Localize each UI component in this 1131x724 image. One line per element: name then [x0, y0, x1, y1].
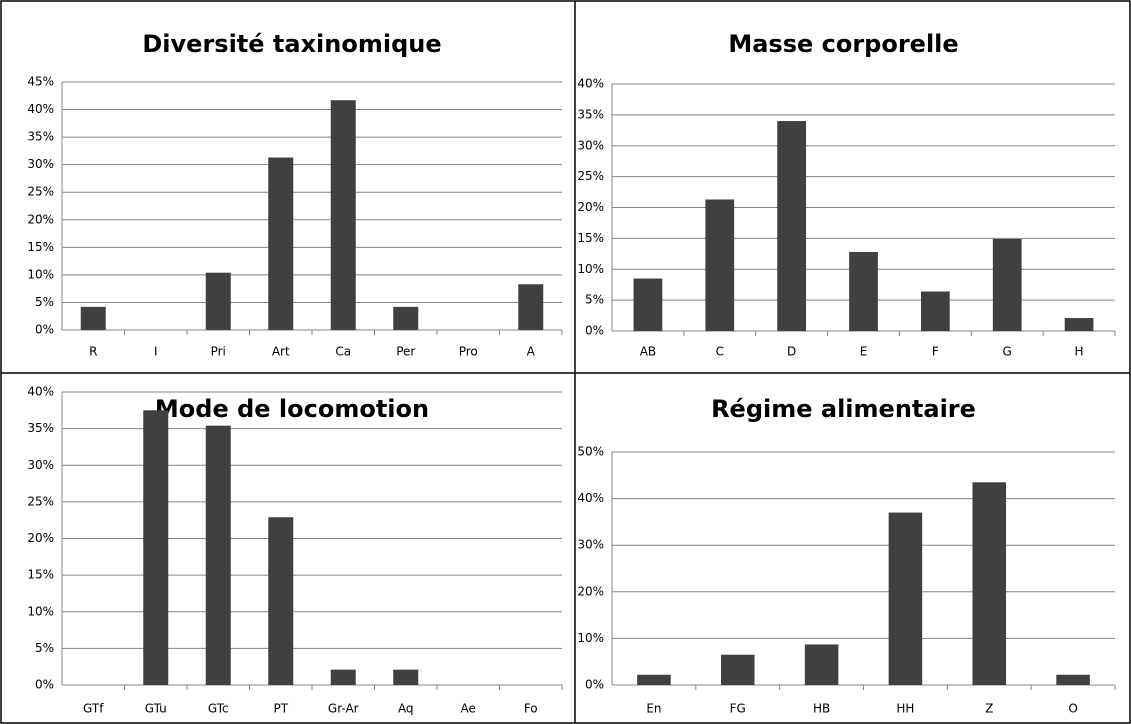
y-tick-label: 40% [577, 77, 604, 91]
x-tick-label: Art [272, 345, 290, 359]
chart-title: Diversité taxinomique [142, 30, 441, 58]
bar [804, 644, 839, 685]
x-tick-label: A [527, 345, 536, 359]
y-tick-label: 0% [585, 678, 604, 692]
bar [330, 669, 356, 685]
bar [80, 306, 106, 330]
y-tick-label: 10% [577, 631, 604, 645]
y-tick-label: 45% [27, 75, 54, 89]
y-tick-label: 10% [27, 267, 54, 281]
x-tick-label: Pri [211, 345, 226, 359]
y-tick-label: 15% [577, 231, 604, 245]
x-tick-label: E [860, 345, 868, 359]
y-tick-label: 35% [27, 130, 54, 144]
x-tick-label: G [1003, 345, 1012, 359]
bar [633, 278, 663, 331]
chart-title: Régime alimentaire [711, 395, 976, 423]
y-tick-label: 50% [577, 445, 604, 459]
bar [268, 157, 294, 330]
y-tick-label: 15% [27, 568, 54, 582]
y-tick-label: 20% [27, 212, 54, 226]
y-tick-label: 40% [27, 385, 54, 399]
y-tick-label: 20% [27, 531, 54, 545]
x-tick-label: AB [640, 345, 656, 359]
x-tick-label: HH [896, 702, 914, 716]
x-tick-label: C [716, 345, 724, 359]
x-tick-label: Ae [461, 702, 476, 716]
bar [205, 425, 231, 685]
y-tick-label: 30% [577, 538, 604, 552]
x-tick-label: I [154, 345, 158, 359]
bar [205, 272, 231, 330]
x-tick-label: GTu [145, 702, 167, 716]
bar [1064, 318, 1094, 331]
y-tick-label: 25% [577, 169, 604, 183]
bar [992, 238, 1022, 331]
x-tick-label: O [1068, 702, 1077, 716]
x-tick-label: Per [396, 345, 415, 359]
x-tick-label: R [89, 345, 97, 359]
bar [393, 669, 419, 685]
bar [888, 512, 923, 685]
y-tick-label: 35% [27, 421, 54, 435]
bar [393, 306, 419, 330]
x-tick-label: Z [985, 702, 993, 716]
y-tick-label: 15% [27, 240, 54, 254]
bar [143, 410, 169, 685]
bar [705, 199, 735, 331]
x-tick-label: Aq [398, 702, 414, 716]
x-tick-label: D [787, 345, 796, 359]
y-tick-label: 25% [27, 185, 54, 199]
x-tick-label: Pro [459, 345, 478, 359]
x-tick-label: GTc [208, 702, 229, 716]
y-tick-label: 5% [585, 293, 604, 307]
y-tick-label: 25% [27, 494, 54, 508]
bar [920, 291, 950, 331]
bar [637, 674, 671, 685]
y-tick-label: 5% [35, 295, 54, 309]
x-tick-label: Gr-Ar [328, 702, 359, 716]
y-tick-label: 40% [27, 102, 54, 116]
y-tick-label: 10% [27, 604, 54, 618]
x-tick-label: F [932, 345, 939, 359]
y-tick-label: 0% [585, 324, 604, 338]
bar [1056, 674, 1090, 685]
y-tick-label: 10% [577, 262, 604, 276]
x-tick-label: GTf [83, 702, 104, 716]
y-tick-label: 30% [577, 138, 604, 152]
y-tick-label: 0% [35, 678, 54, 692]
bar [330, 100, 356, 330]
chart-title: Mode de locomotion [155, 395, 429, 423]
bar [268, 517, 294, 685]
bar [849, 251, 878, 331]
y-tick-label: 30% [27, 458, 54, 472]
x-tick-label: HB [813, 702, 830, 716]
bar [777, 121, 807, 331]
x-tick-label: Ca [335, 345, 351, 359]
y-tick-label: 0% [35, 323, 54, 337]
x-tick-label: PT [273, 702, 288, 716]
bar [720, 654, 755, 685]
y-tick-label: 20% [577, 584, 604, 598]
y-tick-label: 20% [577, 200, 604, 214]
y-tick-label: 5% [35, 641, 54, 655]
x-tick-label: Fo [524, 702, 538, 716]
x-tick-label: H [1075, 345, 1084, 359]
y-tick-label: 30% [27, 157, 54, 171]
y-tick-label: 40% [577, 491, 604, 505]
x-tick-label: FG [730, 702, 746, 716]
chart-title: Masse corporelle [728, 30, 958, 58]
y-tick-label: 35% [577, 107, 604, 121]
x-tick-label: En [646, 702, 661, 716]
bar [518, 284, 544, 330]
bar [972, 482, 1007, 685]
